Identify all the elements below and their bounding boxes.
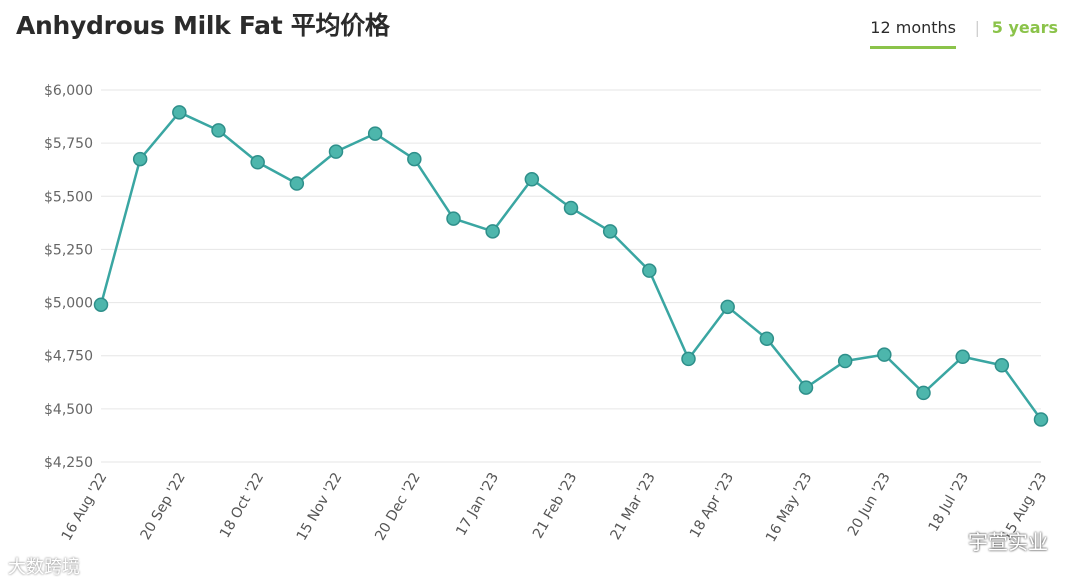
- data-point: [328, 144, 344, 159]
- watermark-right: 宇萱实业: [968, 530, 1048, 554]
- x-tick-label: 17 Jan '23: [453, 470, 502, 539]
- data-point: [642, 263, 657, 278]
- y-tick-label: $5,500: [44, 189, 93, 205]
- data-point: [602, 224, 618, 239]
- data-point: [798, 380, 814, 395]
- data-point: [1033, 412, 1049, 427]
- data-point: [563, 200, 579, 216]
- data-point: [172, 105, 187, 120]
- data-point: [211, 123, 226, 138]
- x-tick-label: 21 Mar '23: [608, 470, 659, 543]
- data-point: [916, 385, 931, 401]
- tab-12-months[interactable]: 12 months: [870, 18, 956, 49]
- data-point: [720, 299, 735, 315]
- x-tick-label: 15 Nov '22: [294, 470, 346, 544]
- tab-5-years[interactable]: 5 years: [991, 18, 1058, 37]
- data-point: [446, 211, 461, 226]
- data-point: [681, 351, 696, 367]
- y-tick-label: $4,500: [44, 402, 93, 418]
- x-tick-label: 16 Aug '22: [59, 470, 111, 544]
- x-tick-label: 18 Apr '23: [687, 470, 737, 541]
- y-tick-label: $5,000: [44, 296, 93, 312]
- x-tick-label: 18 Jul '23: [926, 470, 972, 535]
- y-tick-label: $4,750: [44, 349, 93, 365]
- y-tick-label: $4,250: [44, 455, 93, 471]
- data-point: [837, 353, 853, 369]
- x-tick-label: 21 Feb '23: [530, 470, 580, 541]
- x-tick-label: 20 Sep '22: [138, 470, 189, 543]
- data-point: [289, 176, 305, 191]
- series-line: [99, 111, 1043, 421]
- data-point: [955, 349, 970, 365]
- x-tick-label: 20 Jun '23: [845, 470, 894, 539]
- watermark-left: 大数跨境: [8, 557, 80, 578]
- data-point: [407, 151, 422, 167]
- y-tick-label: $5,750: [44, 136, 93, 152]
- data-point: [132, 151, 148, 167]
- data-point: [93, 297, 109, 312]
- data-point: [250, 155, 265, 170]
- data-point: [485, 224, 500, 239]
- chart-title: Anhydrous Milk Fat 平均价格: [16, 11, 390, 40]
- data-point: [759, 331, 775, 346]
- data-point: [994, 358, 1010, 373]
- x-tick-label: 16 May '23: [763, 470, 816, 545]
- data-point: [877, 347, 892, 362]
- y-tick-label: $6,000: [44, 83, 93, 99]
- x-tick-label: 20 Dec '22: [372, 470, 424, 543]
- data-point: [524, 172, 540, 187]
- tab-separator: |: [974, 18, 980, 37]
- y-tick-label: $5,250: [44, 242, 93, 258]
- x-tick-label: 18 Oct '22: [217, 470, 267, 541]
- data-point: [367, 126, 383, 141]
